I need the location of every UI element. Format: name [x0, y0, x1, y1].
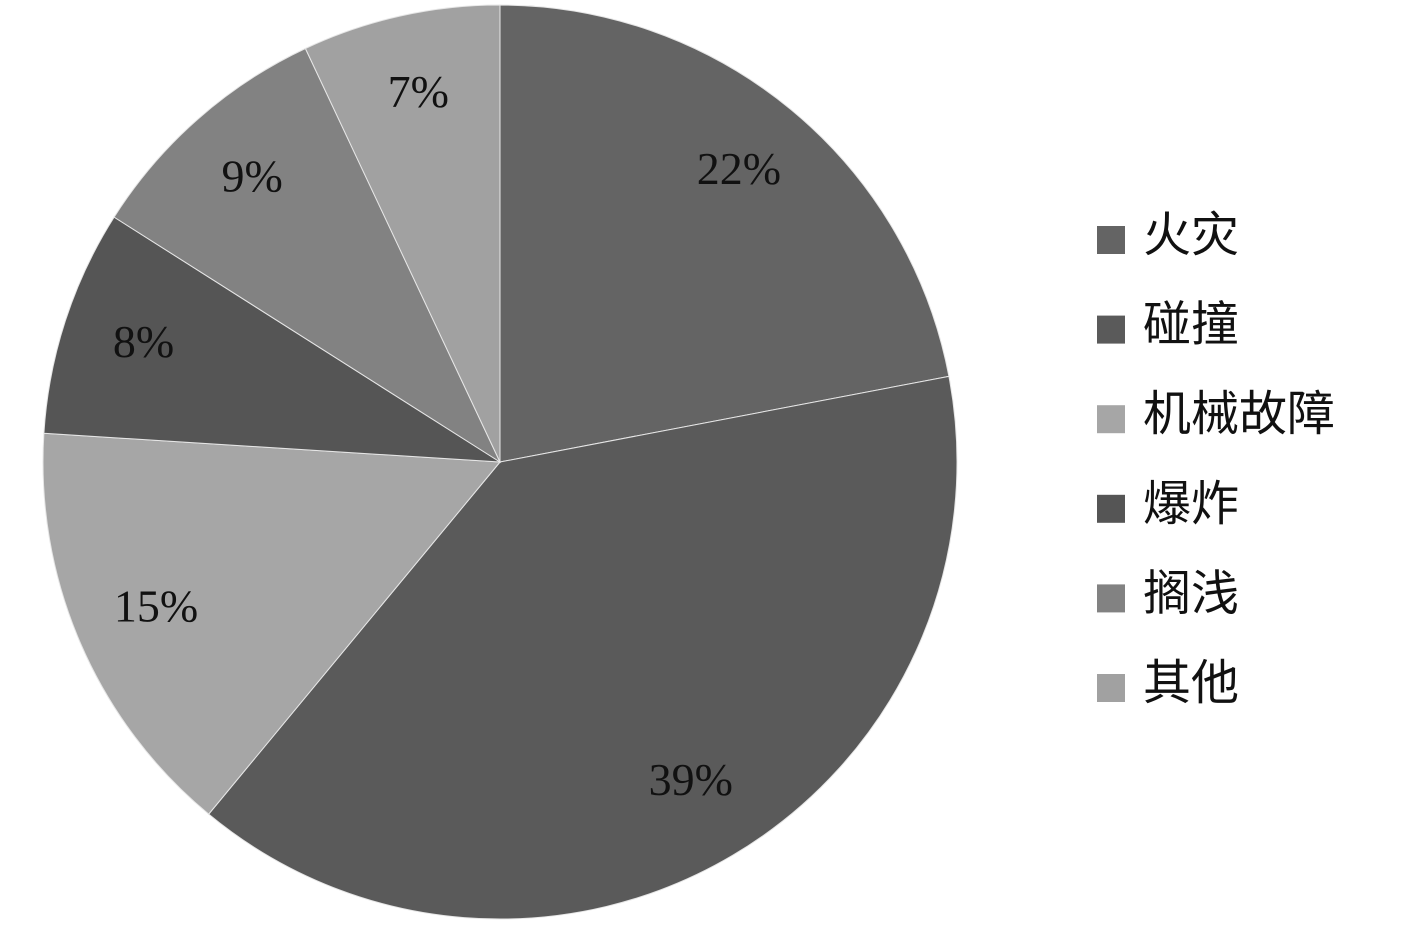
legend-label: 火灾 — [1143, 209, 1239, 262]
legend-label: 其他 — [1143, 657, 1239, 710]
value-label: 9% — [222, 150, 283, 201]
pie-slice — [304, 4, 501, 463]
legend-swatch — [1097, 494, 1125, 523]
legend-swatch — [1097, 315, 1125, 344]
legend-label: 搁浅 — [1143, 567, 1239, 620]
value-label: 15% — [114, 580, 198, 631]
legend-label: 爆炸 — [1143, 478, 1239, 531]
pie-slice — [113, 47, 502, 464]
value-label: 22% — [697, 143, 781, 194]
value-label: 8% — [113, 316, 174, 367]
legend-swatch — [1097, 584, 1125, 613]
value-label: 7% — [388, 66, 449, 117]
legend-swatch — [1097, 226, 1125, 254]
legend-swatch — [1097, 674, 1125, 702]
legend-label: 机械故障 — [1143, 388, 1335, 441]
pie-slice — [43, 216, 501, 463]
pie-slice — [207, 375, 958, 920]
legend-swatch — [1097, 405, 1125, 434]
value-label: 39% — [649, 754, 733, 805]
pie-slice — [42, 432, 502, 815]
legend-label: 碰撞 — [1143, 299, 1239, 352]
pie-slice — [499, 4, 950, 463]
